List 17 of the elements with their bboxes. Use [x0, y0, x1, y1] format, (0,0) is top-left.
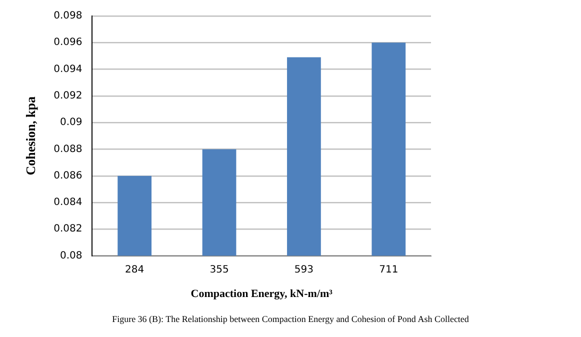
caption: Figure 36 (B): The Relationship between Compaction Energy and Cohesion of Pond Ash Collected — [111, 314, 470, 324]
y-tick-label: 0.09 — [60, 117, 82, 128]
y-tick-label: 0.096 — [54, 37, 82, 48]
y-tick-label: 0.08 — [60, 250, 82, 262]
y-tick-label: 0.088 — [54, 144, 82, 155]
x-axis-title: Compaction Energy, kN-m/m³ — [190, 288, 334, 300]
x-tick-label: 711 — [379, 264, 398, 276]
y-axis-title: Cohesion, kpa — [23, 96, 38, 176]
y-tick-label: 0.092 — [54, 90, 82, 102]
y-tick-label: 0.098 — [54, 10, 82, 22]
y-tick-label: 0.086 — [54, 170, 82, 182]
x-tick-label: 593 — [294, 264, 314, 276]
y-tick-label: 0.082 — [54, 224, 82, 235]
y-tick-label: 0.084 — [54, 197, 82, 208]
y-tick-label: 0.094 — [54, 64, 82, 75]
x-tick-label: 355 — [210, 264, 229, 276]
x-tick-label: 284 — [125, 264, 144, 276]
